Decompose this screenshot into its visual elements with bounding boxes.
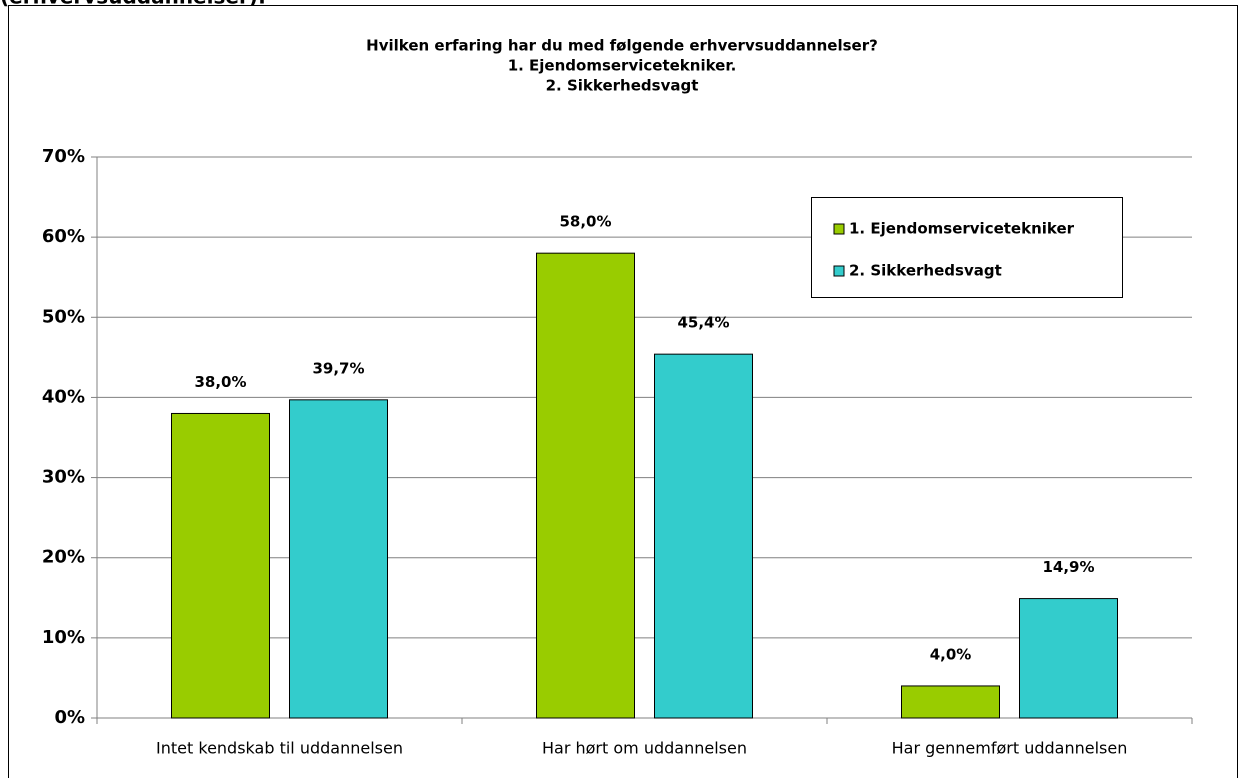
- x-tick-label: Har gennemført uddannelsen: [892, 739, 1128, 758]
- page-heading: (erhvervsuddannelser):: [0, 0, 266, 9]
- legend-swatch: [833, 265, 845, 277]
- data-label: 4,0%: [930, 645, 972, 663]
- bar: [654, 353, 753, 719]
- data-label: 14,9%: [1042, 558, 1094, 576]
- legend-swatch: [833, 223, 845, 235]
- y-tick-label: 70%: [42, 146, 85, 167]
- x-tick-label: Har hørt om uddannelsen: [542, 739, 747, 758]
- bar: [901, 685, 1000, 719]
- data-label: 39,7%: [312, 359, 364, 377]
- y-tick-label: 60%: [42, 226, 85, 247]
- bar: [171, 412, 270, 719]
- bar: [1019, 598, 1118, 719]
- bar: [289, 399, 388, 719]
- chart-title: 1. Ejendomservicetekniker.: [508, 57, 737, 75]
- data-label: 45,4%: [677, 314, 729, 332]
- legend-box: [811, 197, 1123, 298]
- legend-label: 1. Ejendomservicetekniker: [849, 220, 1075, 238]
- y-tick-label: 30%: [42, 467, 85, 488]
- x-tick-label: Intet kendskab til uddannelsen: [156, 739, 403, 758]
- y-tick-label: 0%: [54, 707, 85, 728]
- data-label: 38,0%: [194, 373, 246, 391]
- y-tick-label: 20%: [42, 547, 85, 568]
- y-tick-label: 50%: [42, 306, 85, 327]
- y-tick-label: 40%: [42, 386, 85, 407]
- y-tick-label: 10%: [42, 627, 85, 648]
- chart-title: 2. Sikkerhedsvagt: [546, 77, 699, 95]
- data-label: 58,0%: [559, 213, 611, 231]
- chart-title: Hvilken erfaring har du med følgende erh…: [366, 37, 878, 55]
- bar: [536, 252, 635, 719]
- legend-label: 2. Sikkerhedsvagt: [849, 262, 1002, 280]
